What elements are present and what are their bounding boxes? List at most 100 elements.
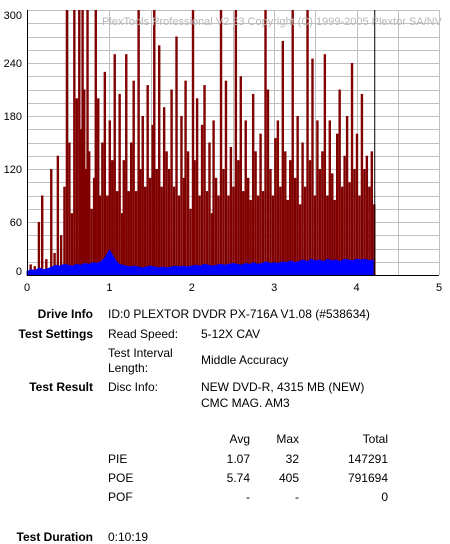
x-tick-label: 4 [354, 282, 360, 294]
poe-bar [208, 142, 211, 275]
poe-bar [306, 10, 309, 275]
poe-bar [108, 120, 111, 275]
poe-bar [224, 80, 228, 275]
tick-labels: 0 60 120 180 240 300 0 1 2 3 4 5 [4, 10, 442, 294]
poe-bar [365, 155, 369, 275]
poe-bar [75, 98, 79, 275]
x-tick-label: 1 [106, 282, 112, 294]
poe-bar [79, 129, 83, 275]
poe-bar [195, 98, 199, 275]
disc-info-line1: NEW DVD-R, 4315 MB (NEW) [201, 380, 365, 394]
poe-bar [165, 151, 168, 275]
poe-bar [186, 151, 190, 275]
poe-bar [155, 169, 158, 275]
header-total: Total [362, 432, 388, 446]
poe-bar [370, 151, 374, 275]
row-label-poe: POE [108, 471, 134, 485]
poe-bar [65, 10, 69, 275]
poe-bar [360, 93, 364, 275]
poe-bar [242, 191, 245, 275]
poe-bar [296, 116, 299, 275]
poe-bar [323, 54, 327, 275]
poe-bar [172, 186, 176, 275]
poe-bar [271, 195, 275, 275]
poe-bar [232, 186, 235, 275]
poe-max: 405 [278, 471, 299, 485]
test-duration-value: 0:10:19 [108, 530, 149, 544]
poe-bar [266, 89, 270, 275]
poe-bar [239, 76, 242, 275]
pie-max: 32 [285, 452, 299, 466]
poe-bar [127, 191, 130, 275]
poe-bar [200, 124, 204, 275]
poe-bar [316, 120, 319, 275]
poe-bar [84, 169, 88, 275]
poe-bar [81, 10, 84, 275]
poe-bar [182, 177, 186, 275]
poe-bar [59, 235, 63, 275]
poe-bar [343, 155, 346, 275]
poe-bar [106, 195, 109, 275]
poe-bar [254, 151, 257, 275]
disc-info-label: Disc Info: [108, 380, 159, 394]
test-interval-value: Middle Accuracy [201, 353, 289, 367]
y-tick-label: 0 [16, 266, 22, 278]
x-tick-label: 3 [271, 282, 277, 294]
poe-bar [198, 195, 201, 275]
poe-bar [158, 45, 161, 275]
poe-bar [184, 80, 187, 275]
poe-bar [180, 116, 183, 275]
poe-bar [247, 177, 250, 275]
poe-bar [318, 169, 322, 275]
poe-bar [191, 10, 195, 275]
poe-bar [139, 169, 142, 275]
poe-bar [148, 177, 152, 275]
poe-bar [229, 146, 233, 275]
poe-bar [141, 116, 144, 275]
poe-bar [153, 10, 156, 275]
poe-bar [193, 160, 196, 275]
poe-bar [137, 10, 140, 275]
poe-bar [291, 10, 294, 275]
poe-bar [86, 10, 89, 275]
poe-bar [313, 195, 317, 275]
poe-bar [50, 169, 53, 275]
poe-bar [98, 195, 102, 275]
poe-bar [170, 89, 173, 275]
poe-bar [162, 107, 166, 275]
pie-area [26, 249, 374, 276]
poe-bar [237, 160, 240, 275]
test-interval-label-line1: Test Interval [108, 346, 173, 360]
y-tick-label: 240 [4, 58, 22, 70]
poe-bar [274, 138, 277, 275]
poe-series [29, 10, 376, 275]
poe-bar [244, 120, 247, 275]
poe-bar [355, 133, 359, 275]
pof-avg: - [246, 490, 250, 504]
poe-bar [286, 199, 289, 275]
poe-bar [94, 10, 97, 275]
poe-bar [328, 120, 331, 275]
poe-bar [264, 10, 267, 275]
poe-bar [321, 151, 324, 275]
poe-bar [227, 195, 230, 275]
poe-bar [336, 133, 339, 275]
poe-bar [53, 252, 56, 275]
poe-total: 791694 [347, 471, 388, 485]
pie-total: 147291 [347, 452, 388, 466]
y-tick-label: 120 [4, 164, 22, 176]
poe-bar [308, 160, 312, 275]
poe-bar [63, 186, 66, 275]
poe-bar [68, 142, 71, 275]
poe-bar [353, 169, 356, 275]
poe-bar [56, 155, 60, 275]
poe-bar [90, 208, 93, 275]
row-label-pof: POF [108, 490, 133, 504]
poe-bar [256, 195, 260, 275]
poe-bar [338, 89, 341, 275]
poe-bar [83, 89, 86, 275]
poe-bar [122, 160, 125, 275]
poe-bar [37, 222, 41, 275]
poe-bar [125, 54, 128, 275]
poe-bar [340, 186, 344, 275]
